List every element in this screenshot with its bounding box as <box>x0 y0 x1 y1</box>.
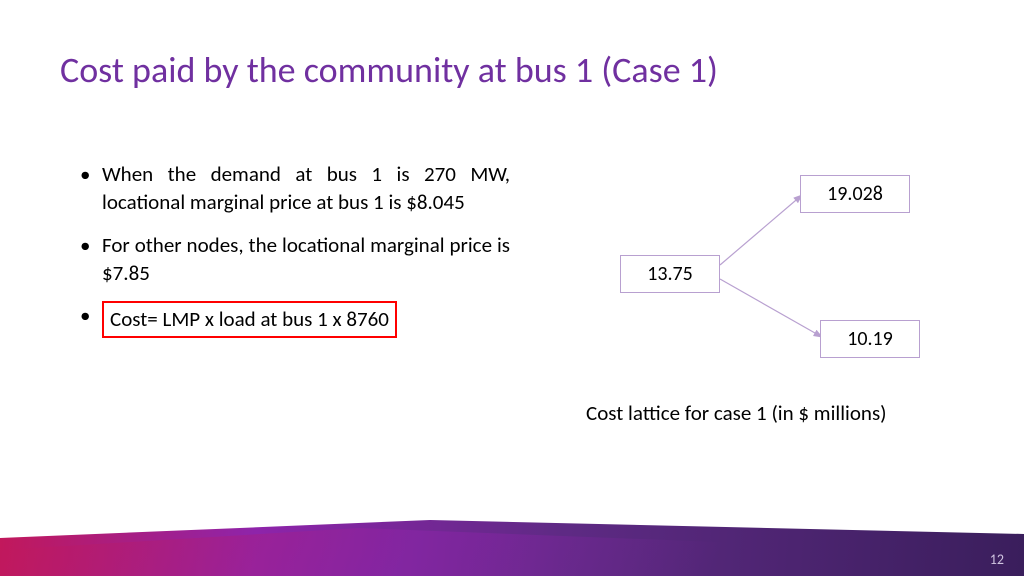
slide-title: Cost paid by the community at bus 1 (Cas… <box>60 48 718 92</box>
bullet-marker: • <box>80 301 102 337</box>
bullet-list: • When the demand at bus 1 is 270 MW, lo… <box>80 160 510 352</box>
cost-lattice-diagram: 13.75 19.028 10.19 <box>580 165 980 395</box>
bullet-marker: • <box>80 231 102 288</box>
bullet-text: For other nodes, the locational marginal… <box>102 231 510 288</box>
bullet-text: When the demand at bus 1 is 270 MW, loca… <box>102 160 510 217</box>
highlighted-formula: Cost= LMP x load at bus 1 x 8760 <box>102 301 397 337</box>
edge-line <box>720 195 802 265</box>
bullet-text: Cost= LMP x load at bus 1 x 8760 <box>102 301 510 337</box>
bullet-marker: • <box>80 160 102 217</box>
lattice-node-root: 13.75 <box>620 255 720 293</box>
diagram-caption: Cost lattice for case 1 (in $ millions) <box>586 400 887 426</box>
edge-line <box>720 279 822 337</box>
bullet-item: • Cost= LMP x load at bus 1 x 8760 <box>80 301 510 337</box>
page-number: 12 <box>990 551 1004 568</box>
lattice-node-top: 19.028 <box>800 175 910 213</box>
bullet-item: • When the demand at bus 1 is 270 MW, lo… <box>80 160 510 217</box>
lattice-node-bottom: 10.19 <box>820 320 920 358</box>
bullet-item: • For other nodes, the locational margin… <box>80 231 510 288</box>
